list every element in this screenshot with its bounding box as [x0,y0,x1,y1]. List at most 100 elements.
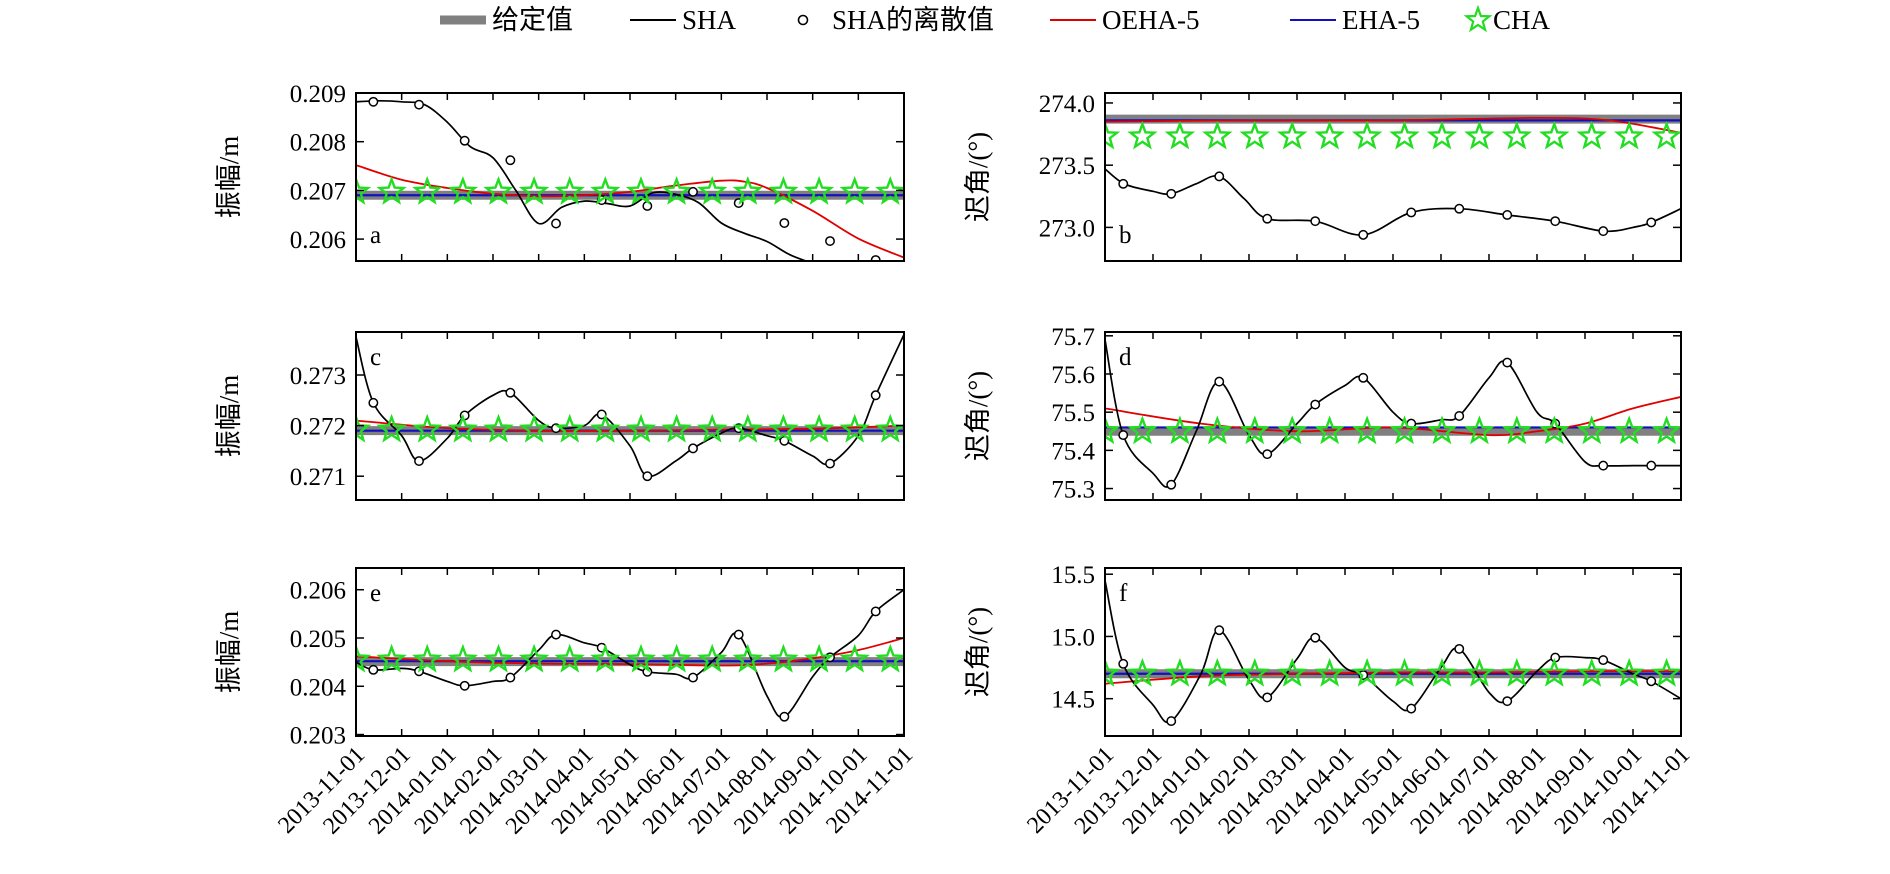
sha-discrete-point-0 [1118,658,1129,669]
y-axis-label: 振幅/m [214,611,244,694]
cha-star-9 [661,643,692,673]
y-tick-label: 0.208 [290,130,346,157]
oeha5-line [1105,396,1681,437]
sha-discrete-point-10 [1598,655,1609,666]
sha-discrete-point-1 [414,99,424,110]
legend-label-oeha5: OEHA-5 [1102,5,1199,35]
y-axis-label: 迟角/(°) [963,607,993,697]
sha-discrete-point-3 [505,387,516,398]
cha-star-4 [483,413,514,443]
y-tick-label: 0.203 [290,723,346,750]
cha-star-3 [1202,120,1233,150]
cha-star-5 [518,413,550,443]
axes-frame [355,92,905,262]
cha-star-5 [518,176,550,205]
cha-star-12 [1539,657,1570,687]
y-tick-label: 75.6 [1051,362,1095,389]
panel-letter: c [370,344,381,371]
cha-star-14 [1614,415,1645,445]
y-tick-label: 75.4 [1051,438,1095,465]
sha-discrete-point-5 [1358,372,1369,383]
cha-star-3 [447,175,478,205]
cha-star-6 [554,643,585,673]
cha-star-15 [1651,657,1681,687]
cha-star-3 [447,643,478,673]
cha-star-15 [1651,415,1681,445]
legend-item-given: 给定值 [440,5,573,35]
cha-star-5 [1277,120,1308,150]
y-tick-label: 15.0 [1051,624,1095,651]
panel-letter: a [370,222,381,249]
cha-star-3 [1202,415,1233,445]
cha-star-4 [483,643,514,673]
panel-f: 14.515.015.5迟角/(°)f2013-11-012013-12-012… [963,562,1695,839]
sha-line [356,589,904,719]
cha-star-0 [356,176,372,205]
sha-discrete-point-11 [1646,460,1657,471]
cha-star-14 [839,413,870,443]
axes-frame [1104,567,1682,737]
cha-star-4 [1239,415,1270,445]
oeha5-line [356,164,904,259]
legend-label-sha: SHA [682,5,737,35]
sha-discrete-point-1 [414,456,424,466]
sha-discrete-point-10 [825,458,835,469]
cha-star-2 [1164,657,1196,687]
panel-e: 0.2030.2040.2050.206振幅/me2013-11-012013-… [214,567,918,839]
sha-line [356,99,809,261]
cha-star-9 [1426,415,1458,445]
sha-discrete-point-8 [1502,696,1513,707]
y-axis-label: 振幅/m [214,136,244,219]
cha-star-7 [590,643,621,673]
cha-star-12 [768,643,799,673]
sha-discrete-point-9 [1550,216,1561,227]
cha-star-1 [1127,120,1158,150]
sha-discrete-point-7 [1454,203,1465,214]
cha-star-11 [1501,415,1532,445]
cha-star-2 [1164,415,1196,445]
panel-letter: d [1119,344,1132,371]
y-tick-label: 75.5 [1051,400,1095,427]
y-tick-label: 75.7 [1051,324,1095,351]
panel-letter: f [1119,580,1128,607]
y-tick-label: 0.206 [290,227,346,254]
cha-star-7 [590,175,621,205]
sha-discrete-point-3 [505,672,516,683]
panels: 0.206 0.207 0.208 0.209 振幅/m a 273.0 273.5 274.0… [214,81,1695,839]
cha-star-4 [483,175,514,205]
cha-star-6 [1314,415,1345,445]
cha-star-13 [1576,657,1607,687]
sha-discrete-point-0 [1118,430,1129,441]
legend-item-eha5: EHA-5 [1290,5,1420,35]
cha-star-3 [447,413,478,443]
cha-star-1 [376,175,407,205]
cha-star-11 [1501,657,1532,687]
oeha5-line [1105,670,1681,685]
cha-star-12 [768,175,799,205]
sha-discrete-point-11 [870,390,881,401]
y-tick-label: 0.206 [290,578,346,605]
plot-area-f [1105,580,1681,727]
sha-discrete-point-10 [1598,460,1609,471]
panel-letter: e [370,580,381,607]
cha-star-7 [1351,415,1383,445]
cha-star-1 [376,413,407,443]
sha-discrete-point-5 [596,409,607,420]
legend-label-cha: CHA [1493,5,1551,35]
cha-star-11 [1501,120,1532,150]
cha-star-14 [839,643,870,673]
cha-star-8 [625,643,657,673]
sha-discrete-point-9 [779,711,790,722]
sha-discrete-point-0 [1118,178,1129,189]
cha-star-2 [412,643,443,673]
cha-star-14 [1614,120,1645,150]
cha-star-6 [554,413,585,443]
y-tick-label: 75.3 [1051,477,1095,504]
sha-discrete-point-11 [1646,217,1657,228]
y-tick-label: 0.209 [290,81,346,108]
cha-star-14 [839,175,870,205]
sha-line [356,334,904,478]
cha-star-15 [875,176,904,205]
cha-star-12 [768,413,799,443]
y-tick-label: 0.207 [290,178,346,205]
